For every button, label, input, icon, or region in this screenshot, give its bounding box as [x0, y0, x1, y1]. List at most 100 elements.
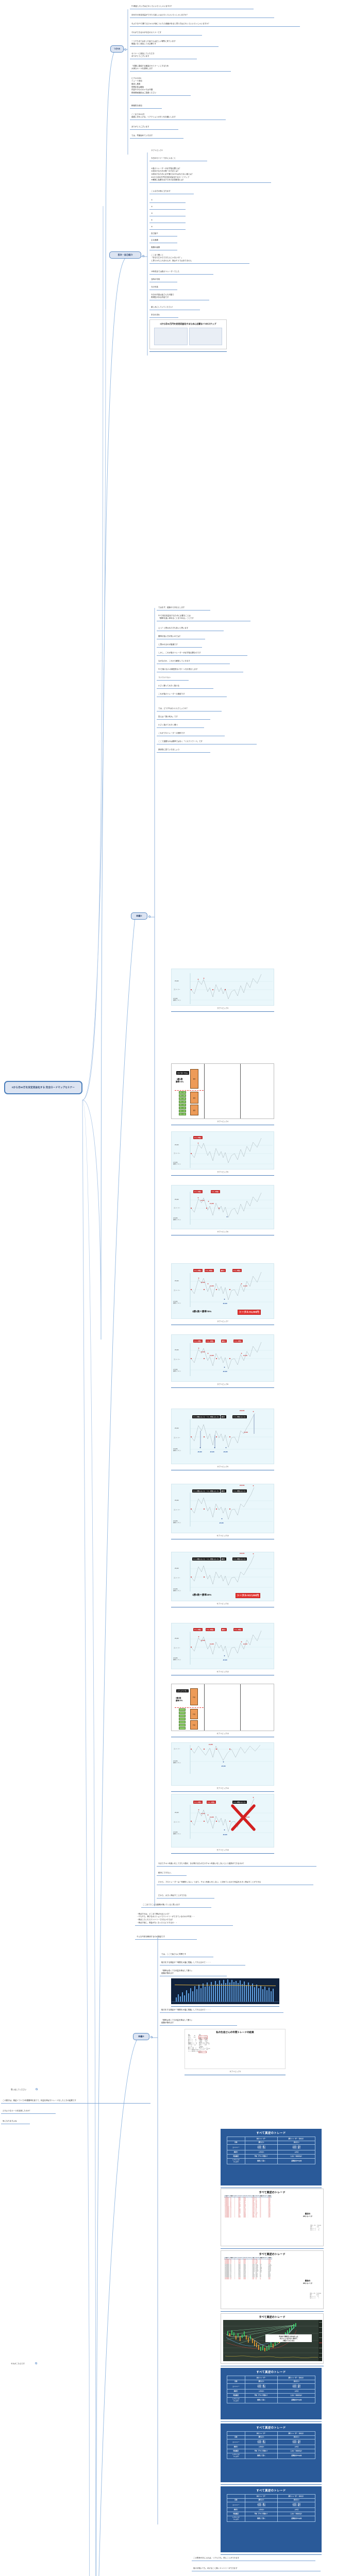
list-item[interactable]: 本日の流れ — [149, 313, 178, 318]
list-item[interactable]: それがこちらです — [11, 2362, 25, 2365]
list-item[interactable]: コツコツドカン — [157, 676, 189, 681]
list-item[interactable]: これがプロトレーダーの鉄則です — [157, 732, 225, 736]
list-item[interactable]: では、ここで皆さんに質問です — [160, 1953, 213, 1957]
list-item[interactable]: FXで安定収益化するために必要なことは 「勝率を追い求めることをやめる」ことです — [157, 614, 250, 622]
list-item[interactable]: ⑤ — [149, 225, 186, 230]
list-item[interactable]: ビデオのON ミュート参加 顔出し推奨 質問応答は最後 内容そのもののメモは不要… — [130, 77, 191, 96]
list-item[interactable]: 負けが続いても、めげること無くエントリーができます — [192, 2567, 321, 2571]
chart-card-winrate75[interactable]: ¥5,000 エントリー ¥-5,000 損切りライン チキン利食い チキン利食… — [171, 1263, 274, 1325]
list-item[interactable]: と思われるのが普通です — [157, 643, 202, 648]
list-item[interactable]: しかし、これが負けトレーダーが必ず陥る罠なのです — [157, 651, 247, 656]
list-item[interactable]: ここまででこんな疑問が湧いてくると思います — [141, 1903, 211, 1908]
branch-intro[interactable]: 目次・自己紹介 — [109, 251, 141, 259]
list-item[interactable]: 今日のセミナーで手に入ること — [149, 157, 207, 161]
list-item[interactable]: こんな方の役に立ちます — [149, 190, 194, 194]
list-item[interactable]: それができるのが今日のセミナーです — [130, 31, 202, 36]
collapse-dot-body2[interactable] — [150, 2036, 153, 2039]
chart-card-4[interactable]: ¥5,000 エントリー ¥-5,000 損切りライン チキン利食い チキン利食… — [171, 1185, 274, 1235]
list-item[interactable]: 今までチキン利食いをしてきた人間が、なぜ伸びるものだけチキン利食いをしないという… — [157, 1862, 316, 1867]
list-item[interactable]: 楽しみにしていてください！ — [149, 306, 200, 310]
list-item[interactable]: この数字は、検証ソフトで1年間勝率を捨てて、利益を伸ばすトレードをしたときの結果… — [1, 2099, 150, 2104]
branch-tsukami[interactable]: つかみ — [110, 45, 124, 53]
chart-card-12[interactable]: エントリー ¥-5,000 損切りライン ¥1,000 -¥5,000 ★ サブ… — [171, 1742, 274, 1792]
list-item[interactable]: セミナーに参加していただき ありがとうございます — [130, 52, 197, 60]
list-item[interactable]: サブトピック2 — [151, 149, 163, 151]
list-item[interactable]: 思い出してください — [11, 2088, 27, 2091]
list-item[interactable]: ①負けトレーダーが必ず陥る罠とは？ ②成功するための唯一の方法とは？ ③成功する… — [149, 167, 271, 183]
list-item[interactable]: どのようなルールを採用したのか？ — [1, 2109, 56, 2114]
list-item[interactable]: 気になりますよね — [1, 2120, 30, 2124]
list-item[interactable]: 主な実績 — [149, 239, 177, 243]
collapse-dot-intro[interactable] — [142, 255, 145, 258]
list-item[interactable]: ③ — [149, 212, 186, 216]
list-item[interactable]: だから、大きく伸ばすことができる — [157, 1894, 214, 1899]
list-item[interactable]: 今よりもFXで勝てるスキルが身についたら価値があると思う方はどれくらいいらっしゃ… — [130, 22, 300, 27]
chart-card-1[interactable]: ¥5,000 エントリー ¥-5,000 損切りライン ★ ★ サブトピック3 — [171, 969, 274, 1012]
list-item[interactable]: 絶対にできない。 — [157, 1871, 187, 1876]
student-result-card[interactable]: 私の生徒さんの年間トレードの結果 期間 開始日 365 終了日 11:00 トレ… — [185, 2029, 286, 2075]
list-item[interactable]: では、どうすればいいんでしょうか？ — [157, 707, 222, 711]
chart-card-bar-2[interactable]: コツコツドカン 9勝3敗 勝率75% 利益 利益 利益 サブトピック13 — [171, 1684, 274, 1737]
branch-body2[interactable]: 本編② — [133, 2033, 149, 2041]
chart-card-bar[interactable]: コツコツドカン 9勝3敗 勝率75% 損失 損失 損失 利益 利益 利益 利益 … — [171, 1063, 274, 1125]
list-item[interactable]: FX検証したい方はどのくらいいらっしゃいますか？ — [130, 5, 254, 9]
list-item[interactable]: 勝率が高い方が良いのでは？ — [157, 635, 205, 639]
list-item[interactable]: なぜなのか、これから解説していきます — [157, 659, 230, 664]
chart-card-redx[interactable]: ¥5,000 エントリー ¥-5,000 損切りライン チキン利食い チキン利食… — [171, 1794, 274, 1854]
list-item[interactable]: 具体的に見ていきましょう — [157, 748, 210, 753]
list-item[interactable]: ここまでOKの方 画面に手を上げる、リアクションボタンをお願いします — [130, 113, 226, 121]
reverse-trade-slide-card-1[interactable]: すべて真逆のトレード 負けトレーダー 勝ちトレーダー（あなた） 目的 勝ちたい 負け… — [221, 2129, 322, 2188]
root-node[interactable]: 0から月50万を安定収益化する 完全ロードマップセミナー — [4, 1081, 82, 1095]
chart-card-6[interactable]: ¥5,000 エントリー ¥-5,000 損切りライン チキン利食い チキン利食… — [171, 1334, 274, 1388]
agenda-slide-card[interactable]: 0から月50万円を安定収益化するために必要な7つのステップ — [149, 319, 227, 352]
list-item[interactable]: 「勝率は低くても利益を伸ばして勝つ」 経験が積めます — [160, 2019, 237, 2026]
branch-body1[interactable]: 本編① — [131, 912, 147, 920]
list-item[interactable]: 取引をする検証が「時間を大幅に短縮」して行えるので・・・ — [160, 1961, 245, 1965]
list-item[interactable]: ここまで聞くと 「あなただからできたんじゃないの？」 と思うかもしれませんが、実… — [149, 253, 249, 264]
list-item[interactable]: えっ？と思われた方も多いと思います — [157, 626, 224, 631]
list-item[interactable]: 15年前までは負けトレーダーでした — [149, 270, 213, 275]
list-item[interactable]: 実績の画像 — [149, 246, 177, 250]
collapse-dot-remember[interactable] — [36, 2088, 38, 2091]
reverse-trade-slide-card-2[interactable]: すべて真逆のトレード 負けトレーダー 勝ちトレーダー（あなた） 目的 勝ちたい 負け… — [221, 2368, 322, 2422]
list-item[interactable]: 今の写真 — [149, 285, 177, 290]
reverse-trade-slide-card-3[interactable]: すべて真逆のトレード 負けトレーダー 勝ちトレーダー（あなた） 目的 勝ちたい 負け… — [221, 2424, 322, 2485]
last20-slide-card[interactable]: すべて真逆のトレード 通貨ペア 売買区分 ロット エントリー ストップ リミット… — [221, 2250, 324, 2312]
list-item[interactable]: そんな不安を解消するのが検証です — [135, 1935, 197, 1940]
chart-card-10[interactable]: ¥5,000 エントリー ¥-5,000 損切りライン チキン利食い チキン利食… — [171, 1623, 274, 1675]
list-item[interactable]: 当時の写真 — [149, 278, 177, 282]
list-item[interactable]: ① — [149, 198, 186, 203]
list-item[interactable]: 今日の内容は皆さんも可能で 再現性がある内容です — [149, 293, 209, 301]
list-item[interactable]: 答えは「損小利大」です — [157, 715, 210, 720]
list-item[interactable]: ありがとうございます — [130, 125, 178, 130]
chart-card-3[interactable]: ¥5,000 エントリー ¥-5,000 損切りライン チキン利食い ★ サブト… — [171, 1131, 274, 1176]
list-item[interactable]: 自己紹介 — [149, 232, 177, 236]
list-item[interactable]: ここで重要なのは勝率ではなく「リスクリワード」です — [157, 740, 257, 744]
list-item[interactable]: ・伸ばすのは、どこまで伸ばせばいいの？ ・そもそも、伸びるポジションでエントリー… — [135, 1912, 233, 1926]
list-item[interactable]: 「勝率は低くても利益を伸ばして勝つ」 経験が積めます — [160, 1969, 227, 1977]
list-item[interactable]: FXで負ける人の典型的なパターンをお見せします — [157, 668, 243, 672]
list-item[interactable]: ② — [149, 205, 186, 210]
list-item[interactable]: 「成果に直結する最高のセミナー」にするため 大事なルールを説明します — [130, 64, 231, 72]
list-item[interactable]: 小さく勝って大きく負ける — [157, 684, 213, 689]
reverse-trade-slide-card-4[interactable]: すべて真逆のトレード 負けトレーダー 勝ちトレーダー（あなた） 目的 勝ちたい 負け… — [221, 2486, 322, 2555]
chart-card-30000[interactable]: ¥5,000 エントリー ¥-5,000 損切りライン チキン利食いはしない チ… — [171, 1409, 274, 1470]
list-item[interactable]: 一つでも当てはまった皆さんは正しい場所に来ています 間違いなく参加して大正解です — [130, 40, 219, 47]
collapse-dot-thisone[interactable] — [35, 2362, 38, 2365]
candlestick-slide-card[interactable]: すべて真逆のトレード — [221, 2313, 324, 2366]
list-item[interactable]: ではまず、結論からお伝えします — [157, 606, 210, 611]
list-item[interactable]: これが負けトレーダーの典型です — [157, 692, 227, 697]
collapse-dot-body1[interactable] — [148, 916, 151, 918]
collapse-dot-tsukami[interactable] — [124, 48, 127, 51]
list-item[interactable]: だから、プロトレーダーは「利確をしない」つまり、チキン利食いをしない、と決めてい… — [157, 1880, 313, 1885]
list-item[interactable]: この思考が手に入れば、リアルでも、同じことができます — [192, 2556, 315, 2561]
chart-card-8[interactable]: ¥5,000 エントリー ¥-5,000 損切りライン チキン利食いはしない チ… — [171, 1484, 274, 1539]
chart-card-9[interactable]: ¥5,000 エントリー ¥-5,000 損切りライン チキン利食いはしない チ… — [171, 1552, 274, 1607]
list-item[interactable]: 取引をする検証が「時間を大幅に短縮」して行えるので・・・ — [160, 2008, 283, 2013]
list-item[interactable]: では、早速始めていきます — [130, 134, 183, 139]
first20-slide-card[interactable]: すべて真逆のトレード 通貨ペア 売買区分 ロット エントリー ストップ リミット… — [221, 2189, 324, 2249]
list-item[interactable]: 小さく負けて大きく勝つ — [157, 723, 204, 728]
list-item[interactable]: ④ — [149, 218, 186, 223]
verification-software-card[interactable] — [171, 1978, 279, 2007]
